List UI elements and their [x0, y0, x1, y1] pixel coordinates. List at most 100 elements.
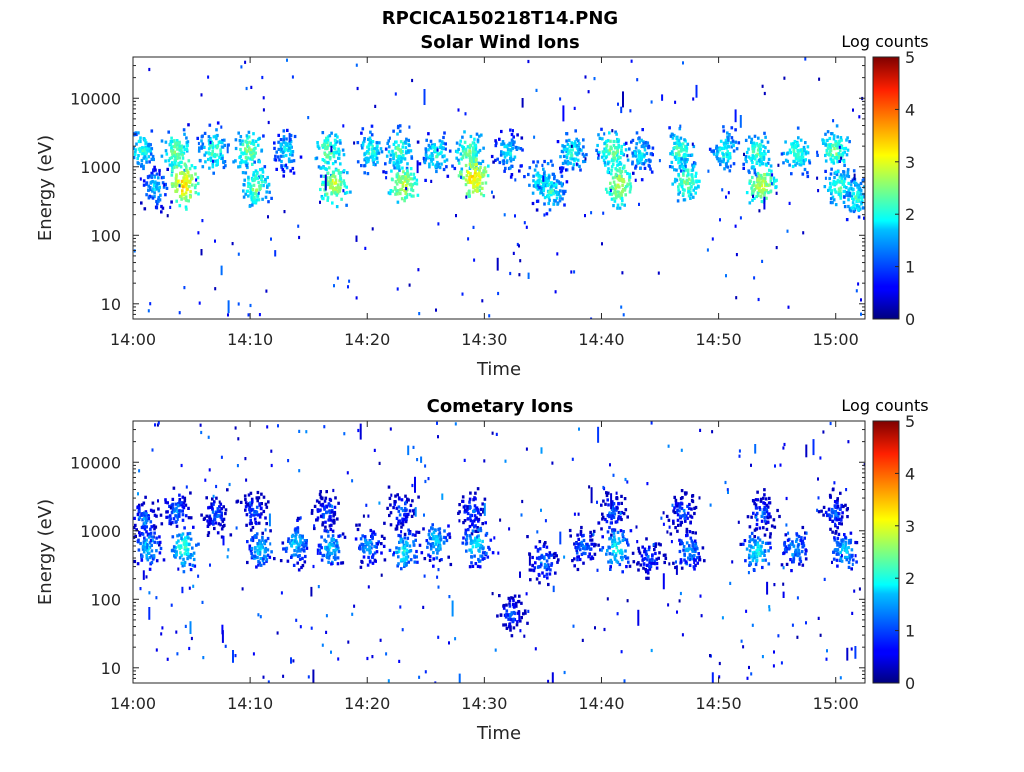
count-cell [258, 192, 260, 195]
count-cell [477, 558, 480, 561]
count-cell [237, 132, 240, 135]
count-cell [143, 179, 146, 182]
count-cell [755, 184, 758, 187]
count-cell [629, 182, 632, 185]
count-cell [620, 148, 623, 151]
count-cell [137, 131, 140, 134]
count-cell [509, 629, 512, 632]
count-cell [242, 189, 245, 192]
count-cell [532, 160, 535, 163]
count-cell [526, 226, 528, 229]
count-cell [417, 268, 419, 271]
count-cell [405, 541, 408, 544]
count-cell [509, 615, 512, 618]
count-cell [740, 115, 742, 128]
count-cell [424, 158, 427, 161]
count-cell [236, 500, 239, 503]
count-cell [335, 539, 338, 542]
count-cell [327, 161, 330, 164]
count-cell [246, 513, 249, 516]
count-cell [752, 157, 755, 160]
count-cell [768, 169, 771, 172]
count-cell [167, 131, 170, 134]
count-cell [398, 510, 401, 513]
colorbar-tick-label: 2 [905, 205, 915, 224]
count-cell [565, 168, 567, 171]
count-cell [263, 96, 265, 99]
count-cell [577, 568, 580, 571]
count-cell [150, 554, 153, 557]
count-cell [523, 175, 526, 178]
count-cell [603, 132, 605, 135]
count-cell [729, 152, 732, 155]
count-cell [841, 180, 844, 183]
count-cell [626, 172, 629, 175]
count-cell [406, 196, 409, 199]
count-cell [656, 567, 659, 570]
count-cell [166, 168, 169, 171]
count-cell [221, 266, 223, 276]
count-cell [274, 155, 277, 158]
count-cell [449, 150, 452, 153]
count-cell [511, 173, 514, 176]
count-cell [188, 543, 191, 546]
count-cell [517, 600, 520, 603]
count-cell [222, 520, 225, 523]
count-cell [481, 540, 484, 543]
count-cell [616, 150, 619, 153]
count-cell [223, 524, 226, 527]
count-cell [435, 170, 438, 173]
count-cell [187, 552, 190, 555]
count-cell [183, 148, 186, 151]
count-cell [550, 181, 553, 184]
count-cell [562, 105, 564, 121]
count-cell [556, 252, 558, 255]
count-cell [677, 161, 680, 164]
count-cell [398, 496, 401, 499]
count-cell [847, 182, 850, 185]
count-cell [753, 168, 756, 171]
count-cell [763, 173, 766, 176]
count-cell [169, 206, 171, 209]
count-cell [419, 544, 422, 547]
x-tick-label: 14:10 [227, 330, 273, 349]
count-cell [331, 511, 334, 514]
count-cell [409, 549, 412, 552]
count-cell [177, 504, 180, 507]
count-cell [476, 133, 479, 136]
count-cell [594, 77, 596, 80]
count-cell [462, 521, 465, 524]
count-cell [688, 178, 691, 181]
count-cell [148, 143, 151, 146]
count-cell [847, 198, 850, 201]
count-cell [320, 515, 323, 518]
count-cell [400, 526, 403, 529]
count-cell [821, 138, 824, 141]
count-cell [838, 160, 841, 163]
count-cell [388, 514, 391, 517]
count-cell [215, 128, 218, 131]
count-cell [189, 491, 192, 494]
count-cell [164, 193, 167, 196]
count-cell [264, 178, 267, 181]
count-cell [469, 516, 472, 519]
count-cell [547, 583, 550, 586]
count-cell [614, 558, 617, 561]
count-cell [409, 544, 412, 547]
count-cell [177, 180, 180, 183]
count-cell [575, 138, 578, 141]
count-cell [521, 136, 524, 139]
count-cell [200, 139, 203, 142]
count-cell [753, 142, 756, 145]
count-cell [173, 145, 176, 148]
count-cell [670, 135, 673, 138]
count-cell [720, 140, 723, 143]
count-cell [753, 276, 755, 279]
count-cell [670, 532, 673, 535]
count-cell [559, 199, 562, 202]
count-cell [587, 555, 590, 558]
count-cell [280, 160, 283, 163]
count-cell [440, 143, 443, 146]
count-cell [692, 179, 695, 182]
